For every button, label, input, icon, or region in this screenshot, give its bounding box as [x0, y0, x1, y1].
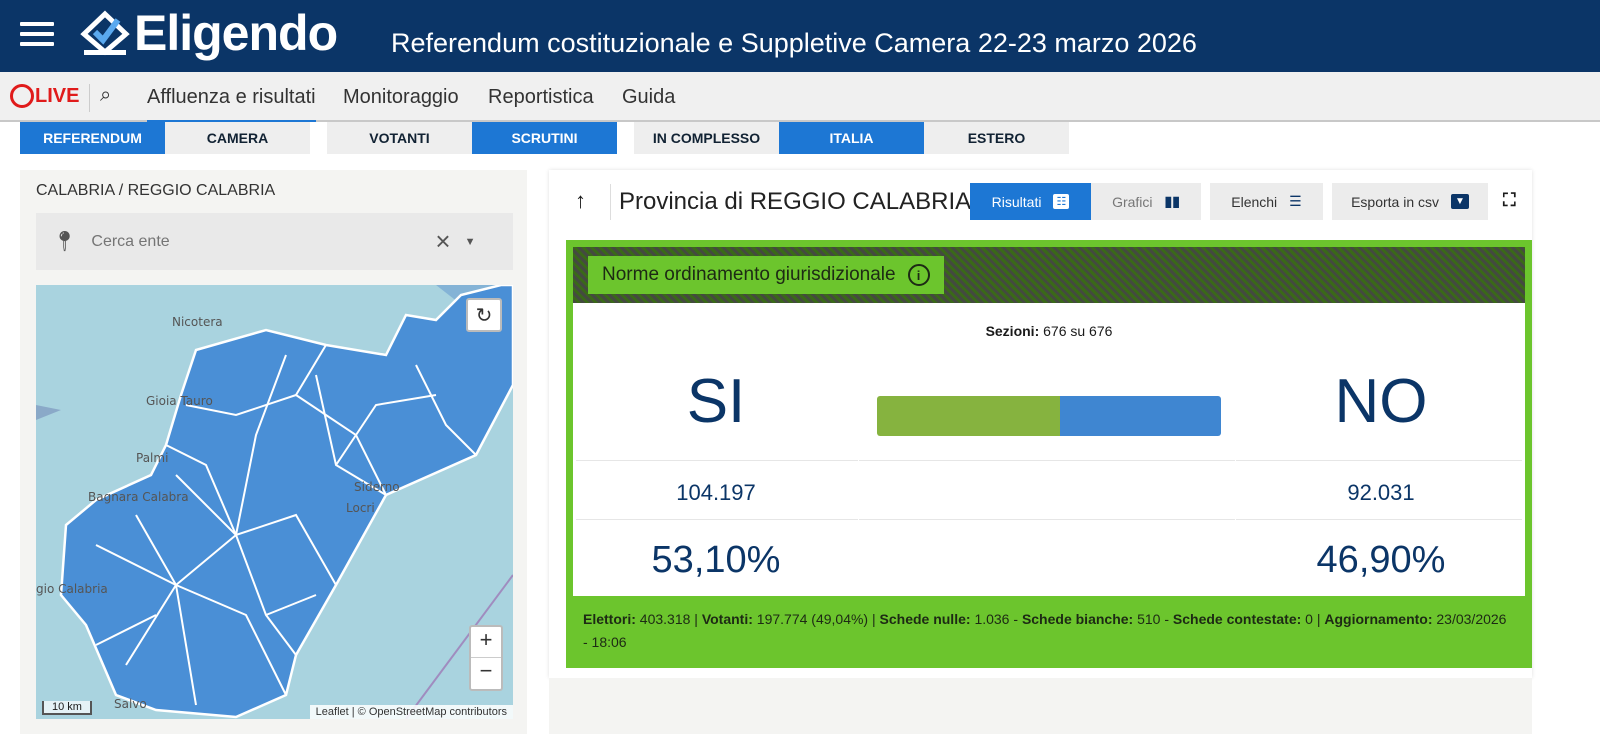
results-button[interactable]: Risultati ☷: [970, 183, 1091, 220]
tab-estero[interactable]: ESTERO: [924, 122, 1069, 154]
nav-guida[interactable]: Guida: [622, 86, 676, 108]
divider: [1236, 519, 1522, 520]
logo[interactable]: Eligendo: [80, 4, 338, 62]
question-title: Norme ordinamento giurisdizionale i: [588, 256, 944, 294]
yes-votes: 104.197: [676, 480, 756, 505]
zoom-control: + −: [469, 625, 503, 691]
map-scale: 10 km: [42, 701, 92, 715]
map[interactable]: Nicotera Gioia Tauro Palmi Bagnara Calab…: [36, 285, 513, 719]
download-box-icon: ▼: [1451, 194, 1469, 209]
list-icon: ☰: [1289, 193, 1302, 209]
ballot-check-icon: [80, 10, 130, 56]
arrow-up-icon[interactable]: ↑: [575, 188, 586, 213]
panel-footer-bg: [549, 678, 1532, 734]
nav-monitoraggio[interactable]: Monitoraggio: [343, 86, 459, 108]
entity-search[interactable]: 📍︎ × ▼: [36, 213, 513, 270]
results-body: Sezioni: 676 su 676 SI NO 104.197 92.031…: [573, 303, 1525, 596]
map-label: Palmi: [136, 451, 169, 465]
sections-count: Sezioni: 676 su 676: [985, 323, 1113, 339]
nav-reportistica[interactable]: Reportistica: [488, 86, 594, 108]
search-input[interactable]: [91, 232, 432, 251]
tab-camera[interactable]: CAMERA: [165, 122, 310, 154]
divider: [1236, 460, 1522, 461]
divider: [576, 460, 858, 461]
map-label: Locri: [346, 501, 375, 515]
tab-in-complesso[interactable]: IN COMPLESSO: [634, 122, 779, 154]
summary-footer: Elettori: 403.318 | Votanti: 197.774 (49…: [583, 611, 1507, 650]
breadcrumb[interactable]: CALABRIA / REGGIO CALABRIA: [36, 182, 276, 199]
tab-scrutini[interactable]: SCRUTINI: [472, 122, 617, 154]
map-label: Bagnara Calabra: [88, 490, 189, 504]
province-map: [36, 285, 513, 719]
zoom-in-button[interactable]: +: [471, 627, 501, 659]
map-label: Salvo: [114, 697, 147, 711]
no-bar: [1059, 396, 1221, 436]
divider: [610, 184, 611, 220]
yes-percent: 53,10%: [651, 539, 781, 581]
map-label: Siderno: [354, 480, 400, 494]
yes-label: SI: [686, 367, 746, 436]
fullscreen-icon[interactable]: ⛶: [1503, 190, 1516, 210]
lists-button[interactable]: Elenchi ☰: [1210, 183, 1323, 220]
divider: [859, 519, 1235, 520]
info-icon[interactable]: i: [907, 264, 930, 286]
map-label: Nicotera: [172, 315, 223, 329]
header: Eligendo Referendum costituzionale e Sup…: [0, 0, 1600, 72]
zoom-out-button[interactable]: −: [479, 658, 493, 684]
search-icon[interactable]: ⌕: [100, 84, 112, 106]
nav-affluenza-risultati[interactable]: Affluenza e risultati: [147, 86, 316, 122]
tab-referendum[interactable]: REFERENDUM: [20, 122, 165, 154]
app-name: Eligendo: [134, 5, 338, 61]
result-bar: [877, 396, 1221, 436]
no-votes: 92.031: [1347, 480, 1415, 505]
export-csv-button[interactable]: Esporta in csv ▼: [1332, 183, 1488, 220]
map-label: Gioia Tauro: [146, 394, 213, 408]
refresh-icon[interactable]: ↻: [466, 298, 502, 332]
page-title: Referendum costituzionale e Suppletive C…: [391, 28, 1197, 58]
tab-votanti[interactable]: VOTANTI: [327, 122, 472, 154]
map-label: gio Calabria: [36, 582, 108, 596]
bar-chart-icon: ▮▮: [1164, 193, 1180, 209]
clear-icon[interactable]: ×: [435, 226, 451, 256]
menu-icon[interactable]: [20, 22, 54, 48]
no-percent: 46,90%: [1316, 539, 1446, 581]
no-label: NO: [1334, 367, 1428, 436]
province-title: Provincia di REGGIO CALABRIA: [619, 188, 972, 215]
divider: [89, 84, 90, 112]
chevron-down-icon[interactable]: ▼: [464, 235, 476, 248]
divider: [859, 460, 1235, 461]
map-attribution[interactable]: Leaflet | © OpenStreetMap contributors: [309, 705, 513, 719]
charts-button[interactable]: Grafici ▮▮: [1091, 183, 1201, 220]
yes-bar: [877, 396, 1060, 436]
tab-italia[interactable]: ITALIA: [779, 122, 924, 154]
live-circle-icon: [10, 84, 34, 108]
live-button[interactable]: LIVE: [10, 84, 79, 108]
divider: [576, 519, 858, 520]
main-nav: LIVE ⌕ Affluenza e risultati Monitoraggi…: [0, 72, 1600, 122]
list-card-icon: ☷: [1053, 194, 1070, 209]
location-pin-icon: 📍︎: [52, 231, 78, 253]
